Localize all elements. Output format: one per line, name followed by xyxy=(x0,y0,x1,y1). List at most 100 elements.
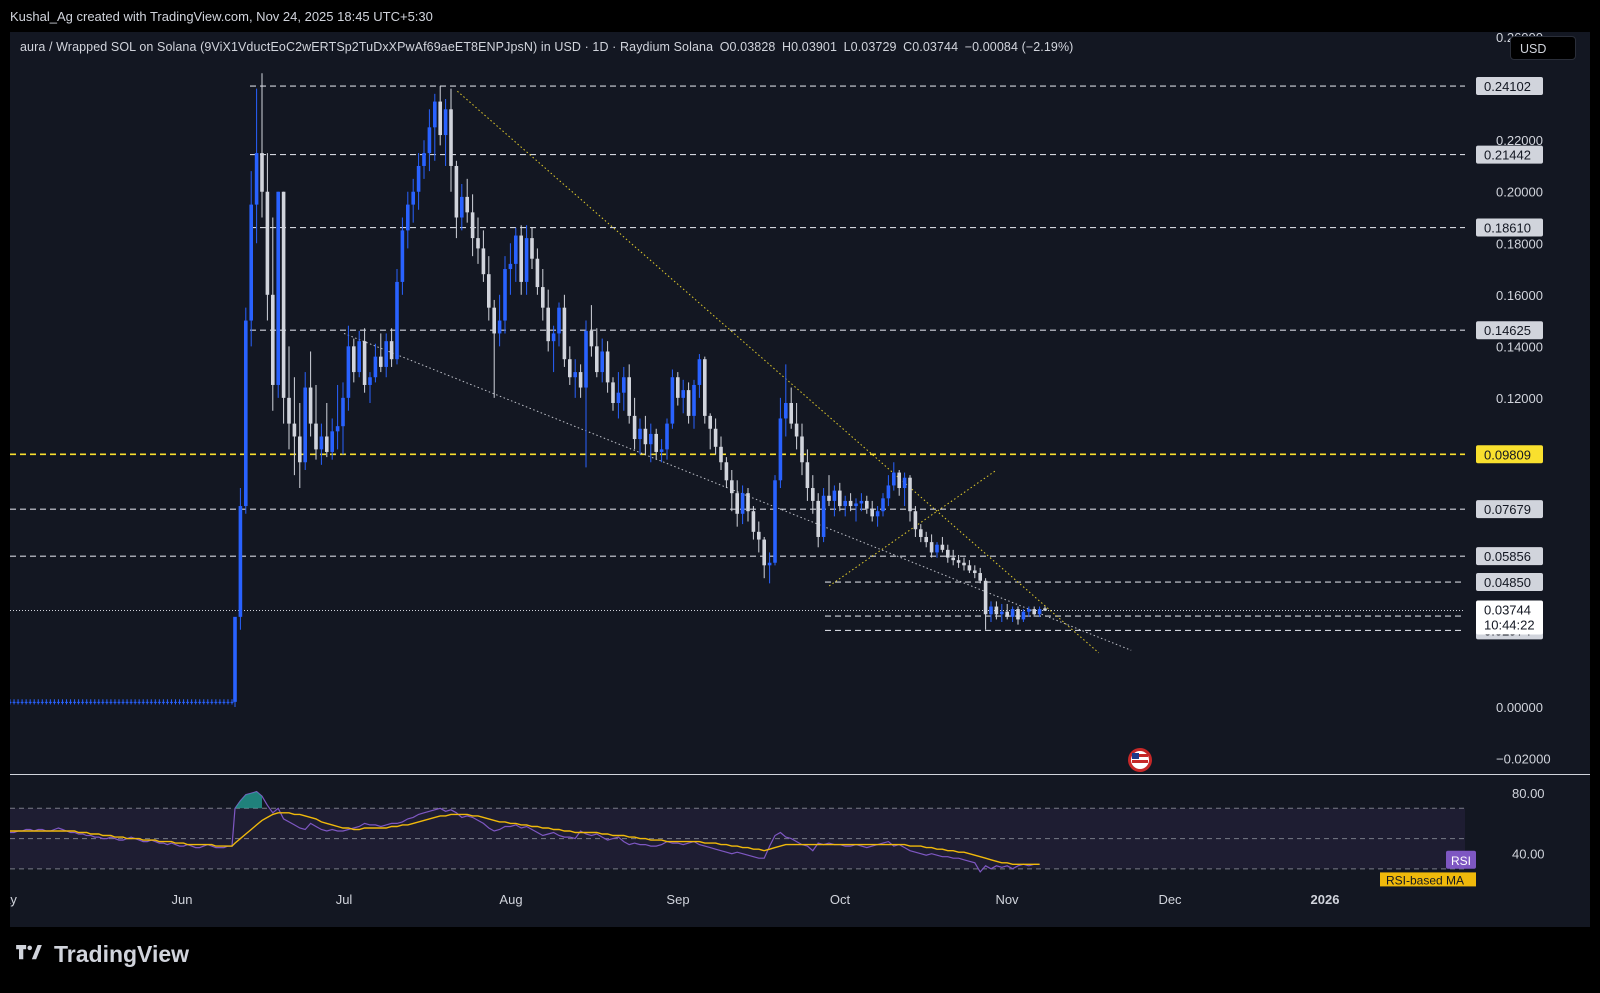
candle-body xyxy=(535,258,540,288)
candle xyxy=(406,191,410,249)
candle xyxy=(762,536,766,579)
ohlc-low: L0.03729 xyxy=(843,40,897,54)
candle-body xyxy=(821,495,826,537)
candle xyxy=(218,699,222,705)
candle-body xyxy=(373,356,378,378)
candle xyxy=(514,227,518,282)
candle xyxy=(730,469,734,512)
candle-body xyxy=(708,415,712,429)
level-label-text: 0.04850 xyxy=(1484,575,1531,590)
candle-body xyxy=(93,701,97,703)
price-axis-tick: −0.02000 xyxy=(1496,752,1551,767)
candle-body xyxy=(649,433,653,445)
candle-body xyxy=(827,495,831,501)
candle-body xyxy=(578,372,583,388)
candle xyxy=(400,217,405,295)
candle xyxy=(854,498,858,522)
candle xyxy=(848,493,853,512)
candle-body xyxy=(1021,611,1026,620)
candle-body xyxy=(568,359,572,378)
candle-body xyxy=(210,701,214,703)
candle-body xyxy=(206,701,210,703)
candle-body xyxy=(218,701,222,703)
candle-body xyxy=(303,387,307,463)
candle xyxy=(632,397,637,450)
candle-body xyxy=(81,701,85,703)
candle-body xyxy=(411,191,415,205)
candle xyxy=(52,699,56,705)
candle xyxy=(395,269,399,365)
candle xyxy=(622,366,626,411)
candle xyxy=(665,418,669,460)
candle-body xyxy=(357,341,361,373)
candle xyxy=(940,536,945,553)
candle-body xyxy=(719,446,723,463)
symbol-name: aura / Wrapped SOL on Solana (9ViX1Vduct… xyxy=(20,40,714,54)
candle-body xyxy=(335,426,340,432)
candle xyxy=(85,699,89,705)
candle-body xyxy=(10,701,12,703)
candle xyxy=(308,351,313,437)
level-label-box xyxy=(1476,573,1543,592)
candle-body xyxy=(101,701,105,703)
candle xyxy=(460,184,464,231)
candle-body xyxy=(314,423,318,450)
candle xyxy=(28,699,32,705)
candle xyxy=(113,699,117,705)
candle-body xyxy=(194,701,198,703)
candle-body xyxy=(69,701,73,703)
candle xyxy=(1027,606,1031,617)
candle xyxy=(568,346,572,385)
footer-bar: TradingView xyxy=(0,927,1600,993)
candle xyxy=(373,343,378,383)
candle-body xyxy=(281,191,286,398)
candle-body xyxy=(767,562,772,566)
candle xyxy=(681,379,685,414)
candle xyxy=(703,356,707,424)
level-label: 0.24102 xyxy=(1476,77,1543,96)
candle-body xyxy=(740,493,745,514)
candle xyxy=(194,699,198,705)
candle-body xyxy=(341,397,345,427)
candle xyxy=(56,699,60,705)
candle xyxy=(794,403,799,450)
candle xyxy=(978,567,982,584)
candle-body xyxy=(73,701,77,703)
us-flag-stripe xyxy=(1132,760,1148,763)
candle xyxy=(973,565,977,579)
candle xyxy=(133,699,137,705)
candle xyxy=(757,521,761,553)
candle xyxy=(838,482,842,512)
candle-body xyxy=(352,346,356,373)
candle xyxy=(713,418,718,455)
time-axis-label: Sep xyxy=(666,892,689,907)
currency-button[interactable]: USD xyxy=(1510,36,1576,60)
candle xyxy=(800,423,804,476)
candle-body xyxy=(24,701,28,703)
candle-body xyxy=(908,477,912,512)
chart-panel[interactable]: 0.260000.220000.200000.180000.160000.140… xyxy=(10,32,1590,927)
candle-body xyxy=(178,701,182,703)
candle xyxy=(935,542,939,558)
candle-body xyxy=(125,701,129,703)
candle-body xyxy=(530,238,534,259)
candle-body xyxy=(778,418,783,481)
candle xyxy=(670,369,675,429)
candle xyxy=(384,333,388,378)
candle-body xyxy=(460,196,464,218)
candle-body xyxy=(562,307,567,360)
candle xyxy=(165,699,169,705)
last-price-box xyxy=(1476,600,1543,635)
candle-body xyxy=(298,436,302,463)
candle xyxy=(929,534,934,558)
candle-body xyxy=(287,397,291,424)
candle xyxy=(161,699,165,705)
us-flag-stripe xyxy=(1132,754,1148,757)
candle xyxy=(230,699,234,705)
chart-canvas[interactable]: 0.260000.220000.200000.180000.160000.140… xyxy=(10,32,1590,927)
candle xyxy=(178,699,182,705)
time-axis-label: Nov xyxy=(995,892,1019,907)
candle xyxy=(589,305,594,357)
candle-body xyxy=(956,560,961,563)
level-label: 0.07679 xyxy=(1476,500,1543,519)
